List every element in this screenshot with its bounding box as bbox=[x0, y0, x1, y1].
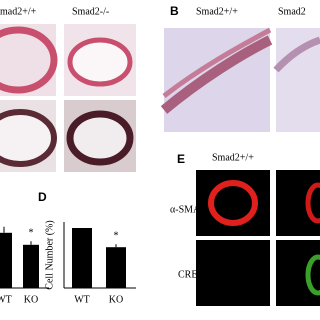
vessel bbox=[0, 26, 58, 94]
annotation: * bbox=[29, 227, 34, 238]
label: α-SMA bbox=[170, 204, 201, 215]
vessel-wall bbox=[162, 27, 272, 98]
vessel bbox=[67, 37, 133, 87]
x-tick-label: WT bbox=[74, 294, 90, 305]
vessel-wall bbox=[160, 35, 273, 114]
label: Smad2+/+ bbox=[196, 6, 238, 17]
x-tick-label: KO bbox=[109, 294, 123, 305]
vessel bbox=[0, 109, 57, 167]
bar bbox=[72, 228, 92, 288]
panel-letter: E bbox=[177, 152, 185, 166]
bar bbox=[23, 244, 39, 288]
label: Smad2-/- bbox=[72, 6, 109, 17]
y-axis-label: Cell Number (%) bbox=[44, 220, 55, 289]
label: CRE bbox=[178, 269, 197, 280]
vessel-wall bbox=[273, 36, 320, 73]
vessel bbox=[66, 110, 134, 166]
label: Smad2 bbox=[278, 6, 306, 17]
label: mad2+/+ bbox=[0, 6, 37, 17]
histology-image bbox=[0, 24, 56, 96]
stain bbox=[208, 180, 258, 226]
label: Smad2+/+ bbox=[212, 152, 254, 163]
fluorescence-image bbox=[196, 170, 270, 236]
bar bbox=[106, 247, 126, 288]
bar bbox=[0, 232, 12, 288]
fluorescence-image bbox=[196, 240, 270, 306]
x-tick-label: KO bbox=[24, 294, 38, 305]
x-tick-label: WT bbox=[0, 294, 12, 305]
fluorescence-image bbox=[276, 240, 320, 306]
panel-letter: B bbox=[170, 4, 179, 18]
panel-letter: D bbox=[38, 190, 47, 204]
annotation: * bbox=[114, 230, 119, 241]
stain bbox=[305, 182, 320, 224]
stain bbox=[305, 254, 320, 296]
fluorescence-image bbox=[276, 170, 320, 236]
